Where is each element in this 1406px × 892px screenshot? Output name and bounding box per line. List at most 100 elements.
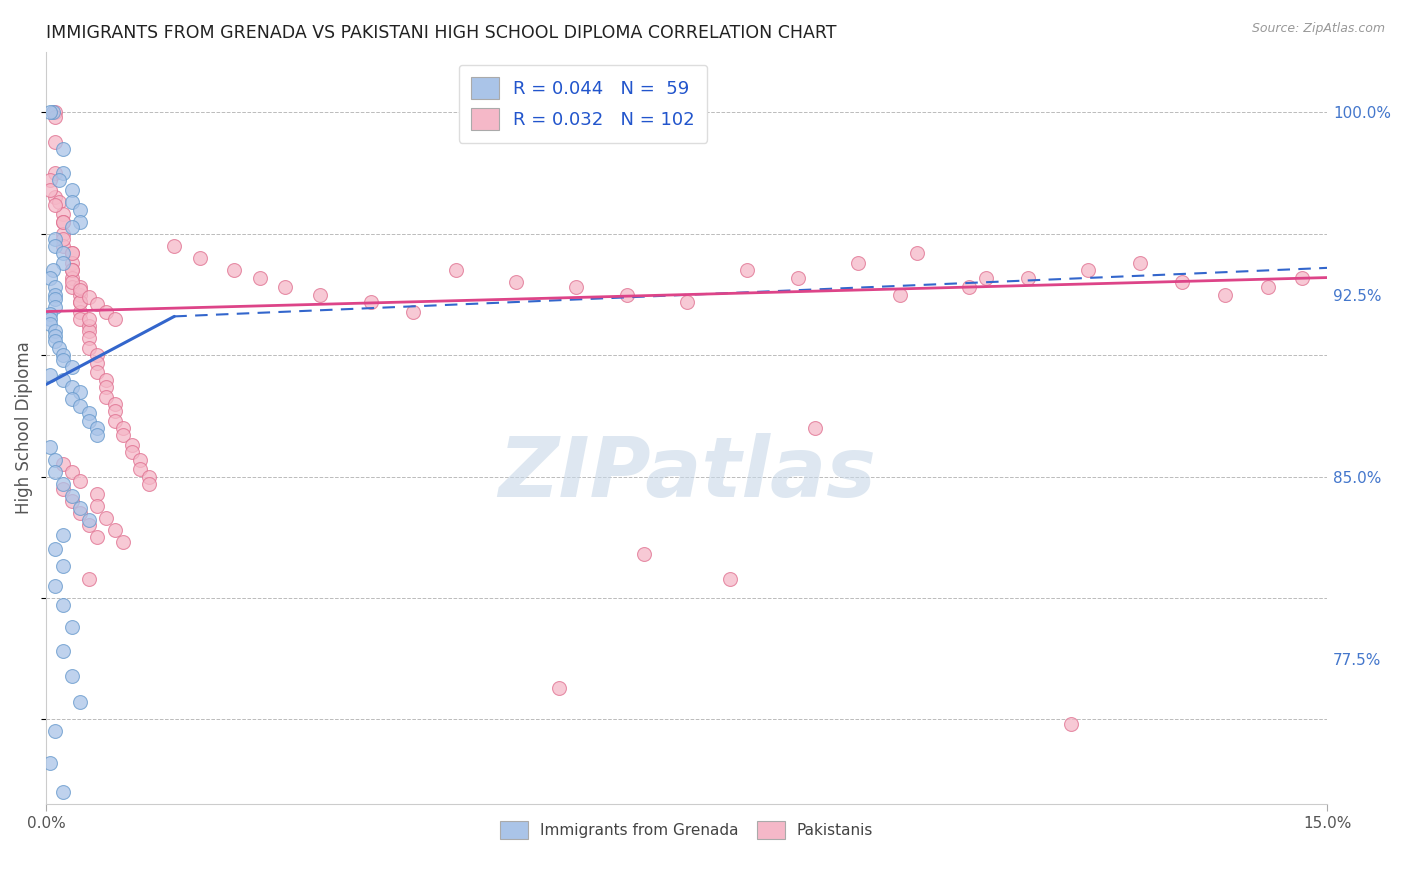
- Point: [42, 263, 65, 277]
- Point: [77, 331, 100, 345]
- Point: [44, 328, 66, 343]
- Point: [48, 195, 70, 210]
- Point: [60, 280, 83, 294]
- Point: [52, 353, 75, 368]
- Point: [86, 486, 108, 500]
- Point: [112, 421, 135, 435]
- Point: [1017, 270, 1039, 285]
- Point: [77, 518, 100, 533]
- Point: [52, 232, 75, 246]
- Point: [129, 452, 152, 467]
- Point: [44, 190, 66, 204]
- Point: [86, 428, 108, 442]
- Point: [44, 198, 66, 212]
- Point: [86, 355, 108, 369]
- Point: [52, 256, 75, 270]
- Point: [360, 294, 382, 309]
- Point: [44, 166, 66, 180]
- Point: [112, 428, 135, 442]
- Point: [52, 207, 75, 221]
- Point: [44, 465, 66, 479]
- Point: [69, 506, 91, 520]
- Point: [163, 239, 186, 253]
- Point: [39, 270, 62, 285]
- Point: [60, 489, 83, 503]
- Point: [39, 173, 62, 187]
- Point: [1291, 270, 1313, 285]
- Point: [69, 215, 91, 229]
- Point: [77, 311, 100, 326]
- Point: [60, 195, 83, 210]
- Point: [77, 513, 100, 527]
- Point: [60, 380, 83, 394]
- Point: [86, 421, 108, 435]
- Point: [60, 183, 83, 197]
- Point: [48, 173, 70, 187]
- Point: [308, 287, 330, 301]
- Point: [44, 111, 66, 125]
- Point: [77, 290, 100, 304]
- Point: [402, 304, 425, 318]
- Point: [69, 294, 91, 309]
- Point: [44, 452, 66, 467]
- Point: [274, 280, 297, 294]
- Point: [52, 215, 75, 229]
- Point: [103, 523, 125, 537]
- Point: [44, 287, 66, 301]
- Point: [565, 280, 588, 294]
- Point: [39, 307, 62, 321]
- Point: [52, 348, 75, 362]
- Point: [804, 421, 827, 435]
- Point: [86, 348, 108, 362]
- Point: [52, 785, 75, 799]
- Point: [48, 341, 70, 355]
- Point: [60, 392, 83, 406]
- Text: IMMIGRANTS FROM GRENADA VS PAKISTANI HIGH SCHOOL DIPLOMA CORRELATION CHART: IMMIGRANTS FROM GRENADA VS PAKISTANI HIG…: [46, 24, 837, 42]
- Point: [52, 458, 75, 472]
- Point: [1060, 717, 1083, 731]
- Point: [44, 135, 66, 149]
- Point: [112, 535, 135, 549]
- Point: [103, 311, 125, 326]
- Point: [249, 270, 271, 285]
- Point: [138, 476, 160, 491]
- Point: [60, 494, 83, 508]
- Point: [103, 397, 125, 411]
- Point: [60, 276, 83, 290]
- Point: [94, 304, 117, 318]
- Point: [77, 572, 100, 586]
- Point: [39, 368, 62, 382]
- Point: [633, 547, 655, 561]
- Point: [44, 300, 66, 314]
- Legend: Immigrants from Grenada, Pakistanis: Immigrants from Grenada, Pakistanis: [495, 814, 879, 846]
- Point: [52, 599, 75, 613]
- Point: [77, 341, 100, 355]
- Point: [60, 360, 83, 375]
- Point: [69, 304, 91, 318]
- Point: [69, 384, 91, 399]
- Point: [52, 372, 75, 386]
- Point: [44, 105, 66, 120]
- Point: [44, 293, 66, 307]
- Point: [616, 287, 638, 301]
- Point: [52, 239, 75, 253]
- Point: [69, 287, 91, 301]
- Point: [86, 499, 108, 513]
- Point: [1257, 280, 1279, 294]
- Point: [44, 542, 66, 557]
- Point: [60, 263, 83, 277]
- Point: [39, 756, 62, 770]
- Point: [69, 294, 91, 309]
- Point: [957, 280, 980, 294]
- Point: [44, 579, 66, 593]
- Point: [52, 142, 75, 156]
- Point: [94, 380, 117, 394]
- Point: [39, 311, 62, 326]
- Point: [505, 276, 527, 290]
- Point: [60, 620, 83, 634]
- Point: [60, 465, 83, 479]
- Point: [69, 280, 91, 294]
- Point: [39, 441, 62, 455]
- Point: [77, 324, 100, 338]
- Point: [52, 559, 75, 574]
